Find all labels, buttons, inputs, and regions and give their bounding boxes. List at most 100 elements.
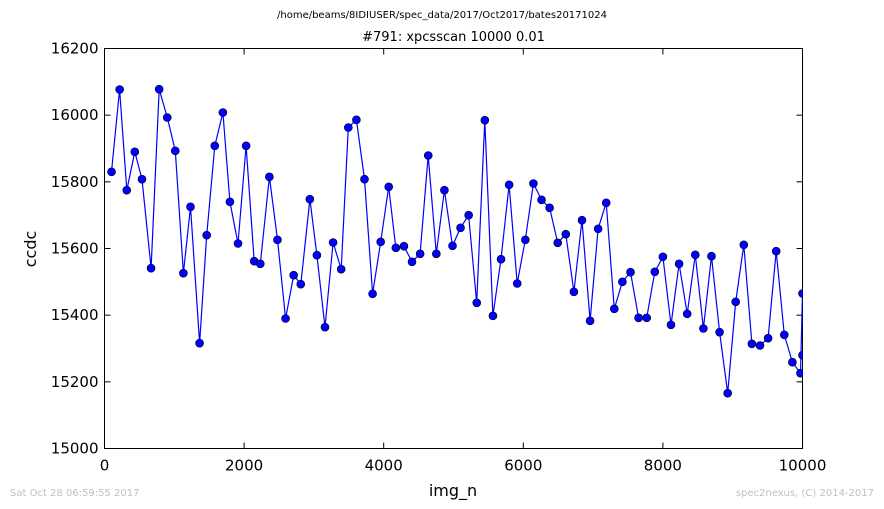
y-tick-label: 15800 — [51, 173, 99, 191]
data-point — [674, 259, 684, 269]
data-point — [241, 141, 251, 151]
figure-suptitle: /home/beams/8IDIUSER/spec_data/2017/Oct2… — [277, 10, 607, 21]
data-point — [488, 311, 498, 321]
data-point — [707, 251, 716, 261]
data-point — [798, 289, 803, 298]
data-point — [154, 84, 164, 94]
x-tick-label: 10000 — [779, 457, 827, 475]
data-point — [360, 174, 369, 184]
data-point — [464, 210, 473, 220]
data-point — [798, 350, 803, 360]
data-point — [682, 309, 692, 319]
x-tick-label: 8000 — [644, 457, 682, 475]
data-point — [553, 238, 563, 248]
x-tick-label: 6000 — [504, 457, 542, 475]
data-point — [796, 368, 803, 378]
data-point — [496, 254, 506, 264]
data-point — [658, 252, 668, 262]
data-point — [440, 185, 449, 195]
y-tick-label: 16200 — [51, 40, 99, 58]
y-tick-label: 16000 — [51, 106, 99, 124]
data-point — [115, 85, 124, 94]
data-point — [186, 202, 195, 212]
x-tick-label: 4000 — [365, 457, 403, 475]
x-tick-label: 2000 — [225, 457, 263, 475]
data-point — [296, 279, 306, 289]
data-point — [233, 239, 243, 248]
data-point — [771, 246, 781, 256]
data-point — [480, 115, 490, 125]
data-point — [529, 179, 538, 188]
data-point — [146, 263, 156, 273]
data-point — [739, 240, 749, 250]
data-point — [472, 298, 482, 308]
data-point — [755, 341, 765, 350]
data-point — [218, 108, 228, 117]
data-point — [577, 215, 587, 225]
data-point — [122, 185, 132, 195]
data-point — [763, 333, 773, 343]
data-point — [423, 151, 433, 160]
data-point — [715, 327, 724, 337]
data-point — [585, 316, 595, 326]
data-point — [368, 289, 377, 299]
data-point — [618, 277, 627, 287]
x-tick-label: 0 — [100, 457, 110, 475]
chart-title: #791: xpcsscan 10000 0.01 — [362, 30, 545, 45]
data-point — [512, 279, 522, 288]
data-point — [225, 197, 235, 207]
data-point — [273, 235, 282, 245]
data-point — [626, 267, 635, 277]
data-point — [137, 174, 147, 184]
data-point — [399, 241, 409, 251]
series-line — [110, 89, 803, 394]
data-point — [312, 250, 322, 260]
data-point — [352, 115, 361, 125]
y-tick-labels: 15000 15200 15400 15600 15800 16000 16200 — [51, 40, 99, 458]
data-point — [391, 243, 401, 253]
data-point — [305, 194, 315, 204]
data-point — [779, 330, 789, 340]
data-point — [376, 237, 385, 247]
data-point — [384, 182, 394, 192]
series-polyline — [110, 89, 803, 394]
data-point — [747, 339, 757, 349]
footer-timestamp: Sat Oct 28 06:59:55 2017 — [10, 488, 140, 499]
data-point — [788, 357, 797, 367]
y-tick-label: 15600 — [51, 240, 99, 258]
data-point — [561, 229, 571, 239]
data-point — [634, 313, 643, 323]
data-point — [407, 257, 417, 267]
y-tick-label: 15000 — [51, 440, 99, 458]
y-tick-label: 15400 — [51, 306, 99, 324]
data-point — [336, 264, 346, 274]
data-point — [448, 241, 457, 251]
data-point — [289, 270, 298, 280]
data-point — [723, 388, 732, 398]
data-point — [265, 172, 274, 182]
axis-ticks — [104, 48, 803, 449]
data-point — [179, 268, 188, 278]
y-tick-label: 15200 — [51, 373, 99, 391]
x-tick-labels: 0 2000 4000 6000 8000 10000 — [100, 457, 827, 475]
data-point — [601, 198, 611, 208]
data-point — [569, 287, 579, 297]
data-point — [690, 250, 700, 260]
data-point — [456, 223, 465, 233]
data-point — [545, 203, 554, 213]
data-point — [537, 195, 546, 205]
data-point — [610, 304, 619, 314]
x-axis-label: img_n — [429, 481, 477, 501]
y-axis-label: ccdc — [21, 231, 40, 268]
data-point — [666, 320, 676, 330]
series-markers — [107, 84, 803, 398]
data-point — [281, 314, 290, 323]
data-point — [255, 259, 265, 269]
data-point — [210, 141, 220, 151]
data-point — [593, 224, 603, 234]
data-point — [202, 230, 211, 240]
data-point — [170, 146, 180, 156]
data-point — [130, 147, 140, 157]
data-point — [344, 123, 353, 132]
